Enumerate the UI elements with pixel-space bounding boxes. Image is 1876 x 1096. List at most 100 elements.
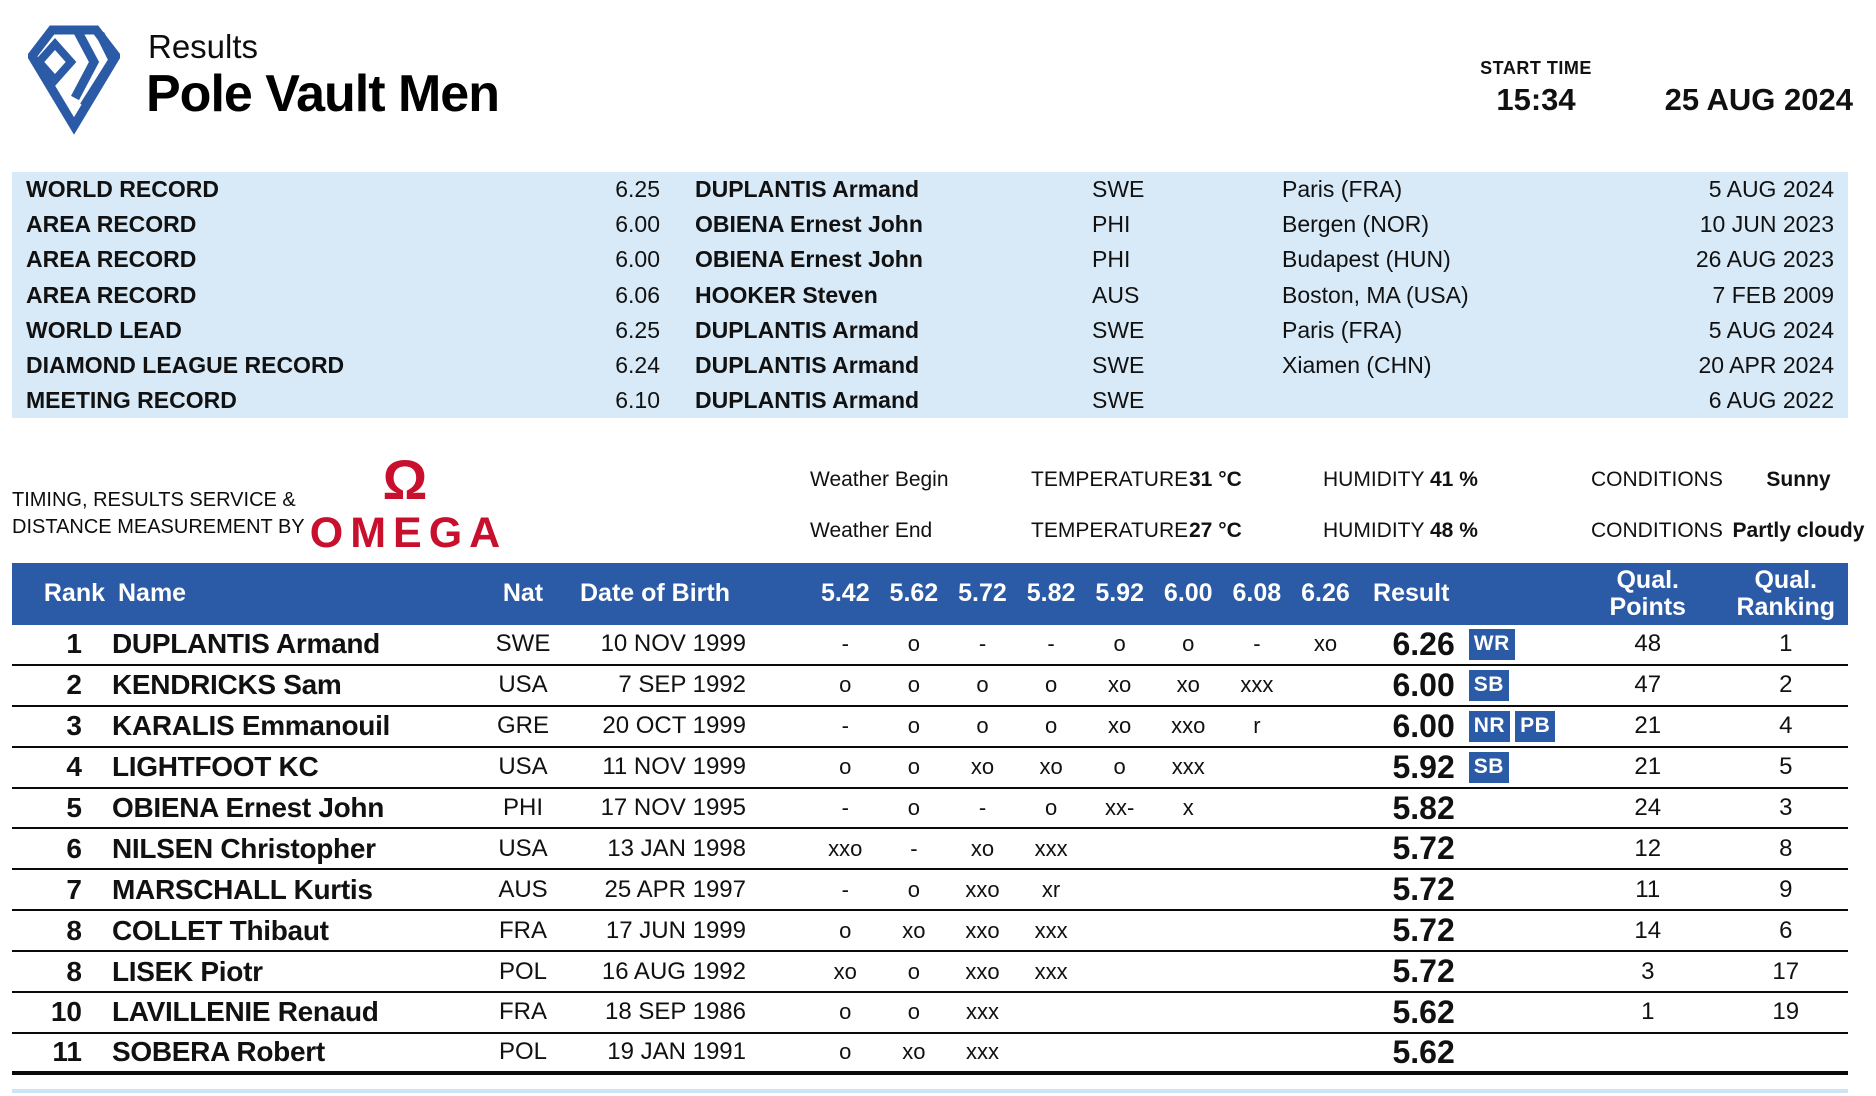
attempt-mark: - <box>841 713 849 739</box>
results-table-header: Rank Name Nat Date of Birth 5.42 5.62 5.… <box>12 563 1848 625</box>
col-header-dob: Date of Birth <box>580 579 730 608</box>
date-of-birth: 17 JUN 1999 <box>605 916 746 944</box>
omega-symbol-icon: Ω <box>382 448 428 511</box>
record-badge: SB <box>1468 751 1509 783</box>
page-kicker: Results <box>148 28 259 65</box>
record-athlete: DUPLANTIS Armand <box>695 351 920 378</box>
record-nationality: SWE <box>1092 176 1145 203</box>
record-mark: 6.25 <box>615 176 660 203</box>
qual-points: 1 <box>1641 998 1655 1026</box>
qual-points: 48 <box>1634 630 1662 658</box>
attempt-mark <box>1223 789 1292 828</box>
col-header-spacer <box>746 563 811 625</box>
record-athlete: DUPLANTIS Armand <box>695 176 920 203</box>
attempt-mark <box>1085 952 1154 991</box>
attempt-mark: xxx <box>965 1039 999 1065</box>
attempt-mark: r <box>1253 713 1261 739</box>
record-badge: SB <box>1468 669 1509 701</box>
nationality: POL <box>498 957 548 985</box>
event-date: 25 AUG 2024 <box>1664 82 1853 117</box>
result-value: 6.00 <box>1392 707 1455 744</box>
qual-ranking: 1 <box>1779 630 1793 658</box>
athlete-name: MARSCHALL Kurtis <box>112 873 373 905</box>
diamond-league-logo-icon <box>26 22 122 136</box>
record-venue: Paris (FRA) <box>1282 176 1403 203</box>
conditions-label: CONDITIONS <box>1591 467 1723 491</box>
qual-ranking <box>1724 1034 1848 1071</box>
result-value: 5.72 <box>1392 953 1455 990</box>
attempt-mark: - <box>841 795 849 820</box>
result-row: 5 OBIENA Ernest John PHI 17 NOV 1995 - o - o xx-… <box>12 789 1848 830</box>
record-row: AREA RECORD 6.00 OBIENA Ernest John PHI Buda… <box>26 242 1834 277</box>
attempt-mark <box>1291 707 1360 746</box>
record-date: 10 JUN 2023 <box>1699 211 1834 238</box>
attempt-mark: o <box>1044 713 1058 739</box>
result-row: 10 LAVILLENIE Renaud FRA 18 SEP 1986 o o xxx 5.… <box>12 993 1848 1034</box>
attempt-mark: xx- <box>1105 795 1135 820</box>
attempt-mark <box>1085 829 1154 868</box>
record-row: AREA RECORD 6.06 HOOKER Steven AUS Boston, M… <box>26 277 1834 312</box>
record-nationality: AUS <box>1092 281 1140 308</box>
omega-logo: Ω OMEGA <box>300 448 510 557</box>
humidity-value: 48 % <box>1430 518 1478 542</box>
attempt-mark: o <box>976 672 989 698</box>
humidity-label: HUMIDITY <box>1323 467 1425 491</box>
athlete-name: KARALIS Emmanouil <box>112 710 391 742</box>
record-label: AREA RECORD <box>26 246 197 273</box>
athlete-name: KENDRICKS Sam <box>112 669 342 701</box>
result-value: 5.72 <box>1392 830 1455 867</box>
weather-phase-label: Weather Begin <box>810 467 949 491</box>
rank-value: 8 <box>66 955 82 987</box>
date-of-birth: 20 OCT 1999 <box>602 712 746 740</box>
attempt-mark <box>1291 911 1360 950</box>
col-header-qual-points: Qual. Points <box>1609 565 1686 621</box>
record-badges: NR PB <box>1463 707 1572 746</box>
attempt-mark <box>1223 952 1292 991</box>
qual-points: 3 <box>1641 957 1655 985</box>
col-header-height: 6.26 <box>1301 579 1350 608</box>
attempt-mark: o <box>907 958 921 984</box>
result-value: 5.82 <box>1392 789 1455 826</box>
record-badge: WR <box>1468 628 1515 660</box>
record-nationality: SWE <box>1092 351 1145 378</box>
result-row: 6 NILSEN Christopher USA 13 JAN 1998 xxo - xo x… <box>12 829 1848 871</box>
rank-value: 7 <box>66 873 82 905</box>
conditions-value: Partly cloudy <box>1732 518 1865 542</box>
qual-points: 21 <box>1634 712 1662 740</box>
weather-phase-label: Weather End <box>810 518 933 542</box>
record-badges <box>1463 1034 1572 1071</box>
nationality: USA <box>498 753 548 781</box>
record-mark: 6.10 <box>615 386 660 413</box>
record-badges <box>1463 952 1572 991</box>
attempt-mark <box>1017 993 1086 1032</box>
qual-ranking: 3 <box>1779 794 1793 821</box>
qual-points <box>1572 1034 1724 1071</box>
result-value: 6.00 <box>1392 666 1455 703</box>
attempt-mark: o <box>907 754 921 780</box>
attempt-mark: o <box>907 631 921 657</box>
attempt-mark: xxx <box>965 999 999 1025</box>
attempt-mark <box>1085 911 1154 950</box>
attempt-mark <box>1291 1034 1360 1071</box>
record-badge: NR <box>1468 710 1511 742</box>
record-venue: Xiamen (CHN) <box>1282 351 1432 378</box>
date-of-birth: 10 NOV 1999 <box>600 630 746 658</box>
record-badges: WR <box>1463 625 1572 664</box>
result-row: 11 SOBERA Robert POL 19 JAN 1991 o xo xxx 5.62 <box>12 1034 1848 1075</box>
result-value: 6.26 <box>1392 625 1455 662</box>
qual-ranking: 8 <box>1779 834 1793 862</box>
attempt-mark: xo <box>833 958 857 984</box>
rank-value: 8 <box>66 914 82 946</box>
attempt-mark: - <box>1253 631 1261 657</box>
record-athlete: OBIENA Ernest John <box>695 211 923 238</box>
record-mark: 6.00 <box>615 246 660 273</box>
record-label: MEETING RECORD <box>26 386 237 413</box>
qual-points: 21 <box>1634 753 1662 781</box>
result-value: 5.62 <box>1392 1033 1455 1070</box>
attempt-mark: xo <box>1108 672 1132 698</box>
attempt-mark <box>1085 870 1154 909</box>
attempt-mark <box>1085 1034 1154 1071</box>
qual-ranking: 5 <box>1779 753 1793 781</box>
record-athlete: DUPLANTIS Armand <box>695 316 920 343</box>
record-date: 7 FEB 2009 <box>1712 281 1834 308</box>
